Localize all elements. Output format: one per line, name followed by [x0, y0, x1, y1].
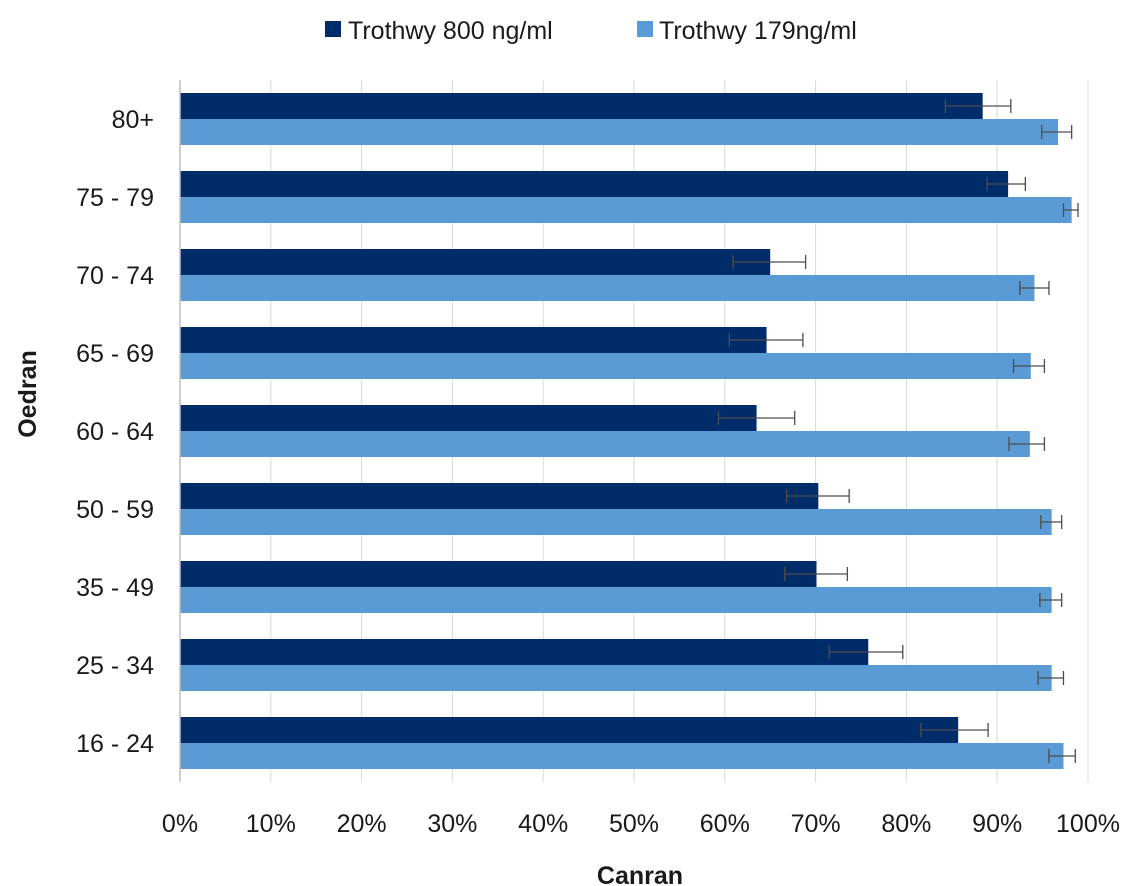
bar	[180, 639, 869, 665]
bar	[180, 275, 1035, 301]
bar	[180, 587, 1052, 613]
y-tick-label: 25 - 34	[76, 652, 154, 680]
y-tick-label: 35 - 49	[76, 574, 154, 602]
bar	[180, 431, 1030, 457]
legend: Trothwy 800 ng/ml Trothwy 179ng/ml	[325, 17, 857, 45]
y-axis-title: Oedran	[14, 350, 42, 438]
legend-label: Trothwy 179ng/ml	[659, 17, 857, 45]
y-tick-label: 65 - 69	[76, 340, 154, 368]
bar	[180, 327, 767, 353]
axes: 0% 10% 20% 30% 40% 50% 60% 70% 80% 90% 100% 80+ 75 -…	[76, 80, 1120, 838]
y-tick-label: 50 - 59	[76, 496, 154, 524]
y-tick-label: 70 - 74	[76, 262, 154, 290]
bar	[180, 717, 959, 743]
bar	[180, 561, 817, 587]
error-bars	[717, 99, 1079, 763]
x-tick-label: 100%	[1056, 810, 1120, 838]
bar	[180, 119, 1059, 145]
bar	[180, 171, 1009, 197]
x-tick-label: 70%	[791, 810, 841, 838]
x-tick-label: 90%	[972, 810, 1022, 838]
bar	[180, 509, 1052, 535]
x-tick-label: 20%	[337, 810, 387, 838]
bar	[180, 93, 983, 119]
y-tick-label: 16 - 24	[76, 730, 154, 758]
bar	[180, 353, 1031, 379]
legend-label: Trothwy 800 ng/ml	[348, 17, 553, 45]
x-tick-label: 40%	[518, 810, 568, 838]
x-tick-label: 10%	[246, 810, 296, 838]
y-tick-label: 75 - 79	[76, 184, 154, 212]
bars	[180, 93, 1072, 769]
bar	[180, 197, 1072, 223]
x-tick-label: 80%	[881, 810, 931, 838]
bar	[180, 743, 1064, 769]
x-tick-label: 0%	[162, 810, 198, 838]
bar	[180, 405, 757, 431]
legend-swatch	[325, 21, 341, 37]
y-tick-label: 60 - 64	[76, 418, 154, 446]
bar	[180, 249, 771, 275]
y-tick-label: 80+	[112, 106, 154, 134]
legend-swatch	[637, 21, 653, 37]
x-tick-label: 60%	[700, 810, 750, 838]
x-tick-label: 50%	[609, 810, 659, 838]
bar	[180, 665, 1052, 691]
x-axis-title: Canran	[597, 862, 683, 886]
x-tick-label: 30%	[427, 810, 477, 838]
bar	[180, 483, 819, 509]
